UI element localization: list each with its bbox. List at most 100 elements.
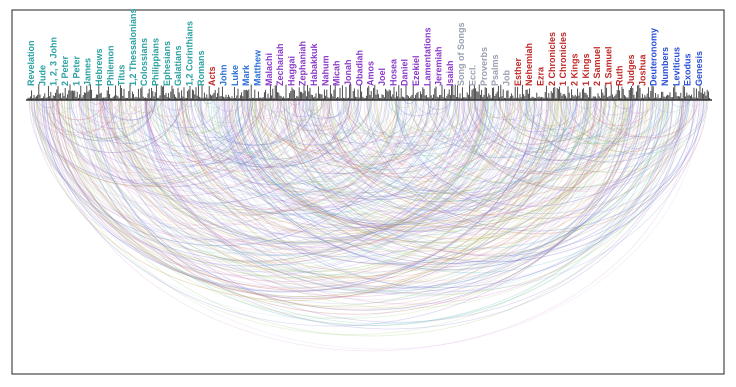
cross-reference-arc bbox=[181, 99, 512, 229]
cross-reference-arc bbox=[105, 99, 157, 121]
cross-reference-arc bbox=[474, 99, 631, 162]
cross-reference-arc bbox=[294, 99, 696, 257]
book-label: Colossians bbox=[139, 38, 149, 86]
cross-reference-arc bbox=[549, 99, 668, 146]
cross-reference-arc bbox=[292, 99, 323, 112]
cross-reference-arc bbox=[272, 99, 471, 178]
cross-reference-arc bbox=[306, 99, 652, 235]
cross-reference-arc bbox=[686, 99, 703, 107]
cross-reference-arc bbox=[298, 99, 611, 222]
cross-reference-arc bbox=[33, 99, 249, 184]
book-label: 1 Chronicles bbox=[558, 32, 568, 86]
cross-reference-arc bbox=[316, 99, 464, 158]
cross-reference-arc bbox=[592, 99, 688, 138]
cross-reference-arc bbox=[235, 99, 476, 194]
cross-reference-arc bbox=[533, 99, 634, 139]
cross-reference-arc bbox=[551, 99, 696, 157]
book-label: Nahum bbox=[320, 55, 330, 86]
cross-reference-arc bbox=[330, 99, 687, 239]
cross-reference-arc bbox=[200, 99, 683, 289]
book-label: Ruth bbox=[615, 66, 625, 87]
cross-reference-arc bbox=[277, 99, 528, 198]
book-label: Jude bbox=[37, 65, 47, 86]
cross-reference-arc bbox=[168, 99, 298, 151]
cross-reference-arc bbox=[493, 99, 503, 104]
cross-reference-arc bbox=[218, 99, 418, 178]
cross-reference-arc bbox=[40, 99, 602, 320]
cross-reference-arc bbox=[518, 99, 586, 127]
cross-reference-arc bbox=[326, 99, 660, 230]
cross-reference-arc bbox=[596, 99, 698, 140]
book-label: Job bbox=[502, 69, 512, 86]
cross-reference-arc bbox=[170, 99, 390, 186]
cross-reference-arc bbox=[176, 99, 350, 168]
cross-reference-arc bbox=[288, 99, 574, 212]
cross-reference-arc bbox=[205, 99, 358, 160]
cross-reference-arc bbox=[198, 99, 316, 146]
cross-reference-arc bbox=[39, 99, 399, 241]
cross-reference-arc bbox=[524, 99, 627, 140]
cross-reference-arc bbox=[279, 99, 447, 166]
cross-reference-arc bbox=[388, 99, 490, 140]
cross-reference-arc bbox=[268, 99, 348, 131]
cross-reference-arc bbox=[283, 99, 375, 136]
cross-reference-arc bbox=[42, 99, 107, 126]
cross-reference-arc bbox=[519, 99, 597, 131]
cross-reference-arc bbox=[248, 99, 628, 249]
cross-reference-arc bbox=[49, 99, 487, 271]
cross-reference-arc bbox=[120, 99, 489, 244]
book-label: Mark bbox=[241, 64, 251, 86]
cross-reference-arc bbox=[107, 99, 247, 155]
cross-reference-arc bbox=[394, 99, 607, 183]
cross-reference-arc bbox=[102, 99, 112, 104]
cross-reference-arc bbox=[110, 99, 394, 211]
cross-reference-arc bbox=[103, 99, 447, 234]
cross-reference-arc bbox=[191, 99, 380, 174]
cross-reference-arc bbox=[467, 99, 634, 165]
cross-reference-arc bbox=[300, 99, 500, 178]
cross-reference-arc bbox=[144, 99, 500, 239]
cross-reference-arc bbox=[286, 99, 670, 250]
book-label: Titus bbox=[117, 65, 127, 86]
cross-reference-arc bbox=[89, 99, 209, 147]
cross-reference-arc bbox=[108, 99, 399, 213]
cross-reference-arc bbox=[304, 99, 351, 118]
cross-reference-arc bbox=[67, 99, 629, 319]
cross-reference-arc bbox=[495, 99, 578, 133]
cross-reference-arc bbox=[111, 99, 479, 244]
cross-reference-arc bbox=[325, 99, 581, 200]
cross-reference-arc bbox=[534, 99, 563, 112]
cross-reference-arc bbox=[156, 99, 403, 197]
cross-reference-arc bbox=[505, 99, 518, 105]
cross-reference-arc bbox=[619, 99, 656, 115]
cross-reference-arc bbox=[236, 99, 570, 230]
cross-reference-arc bbox=[407, 99, 528, 147]
cross-reference-arc bbox=[261, 99, 294, 113]
cross-reference-arc bbox=[302, 99, 589, 212]
cross-reference-arc bbox=[108, 99, 253, 157]
cross-reference-arc bbox=[221, 99, 645, 265]
cross-reference-arc bbox=[223, 99, 387, 164]
cross-reference-arc bbox=[444, 99, 635, 174]
cross-reference-arc bbox=[336, 99, 577, 194]
cross-reference-arc bbox=[114, 99, 487, 246]
cross-reference-arc bbox=[207, 99, 455, 197]
cross-reference-arc bbox=[58, 99, 540, 288]
cross-reference-arc bbox=[281, 99, 360, 131]
cross-reference-arc bbox=[144, 99, 641, 294]
cross-reference-arc bbox=[568, 99, 683, 145]
book-label: Ezra bbox=[536, 66, 546, 86]
cross-reference-arc bbox=[70, 99, 251, 171]
cross-reference-arc bbox=[356, 99, 488, 151]
book-label: 1 Peter bbox=[71, 55, 81, 86]
cross-reference-arc bbox=[365, 99, 484, 146]
cross-reference-arc bbox=[46, 99, 488, 273]
cross-reference-arc bbox=[148, 99, 673, 305]
cross-reference-arc bbox=[344, 99, 520, 169]
cross-reference-arc bbox=[493, 99, 548, 122]
book-label: Hosea bbox=[388, 58, 398, 86]
cross-reference-arc bbox=[128, 99, 583, 277]
cross-reference-arc bbox=[176, 99, 314, 154]
cross-reference-arc bbox=[203, 99, 226, 109]
cross-reference-arc bbox=[124, 99, 414, 213]
